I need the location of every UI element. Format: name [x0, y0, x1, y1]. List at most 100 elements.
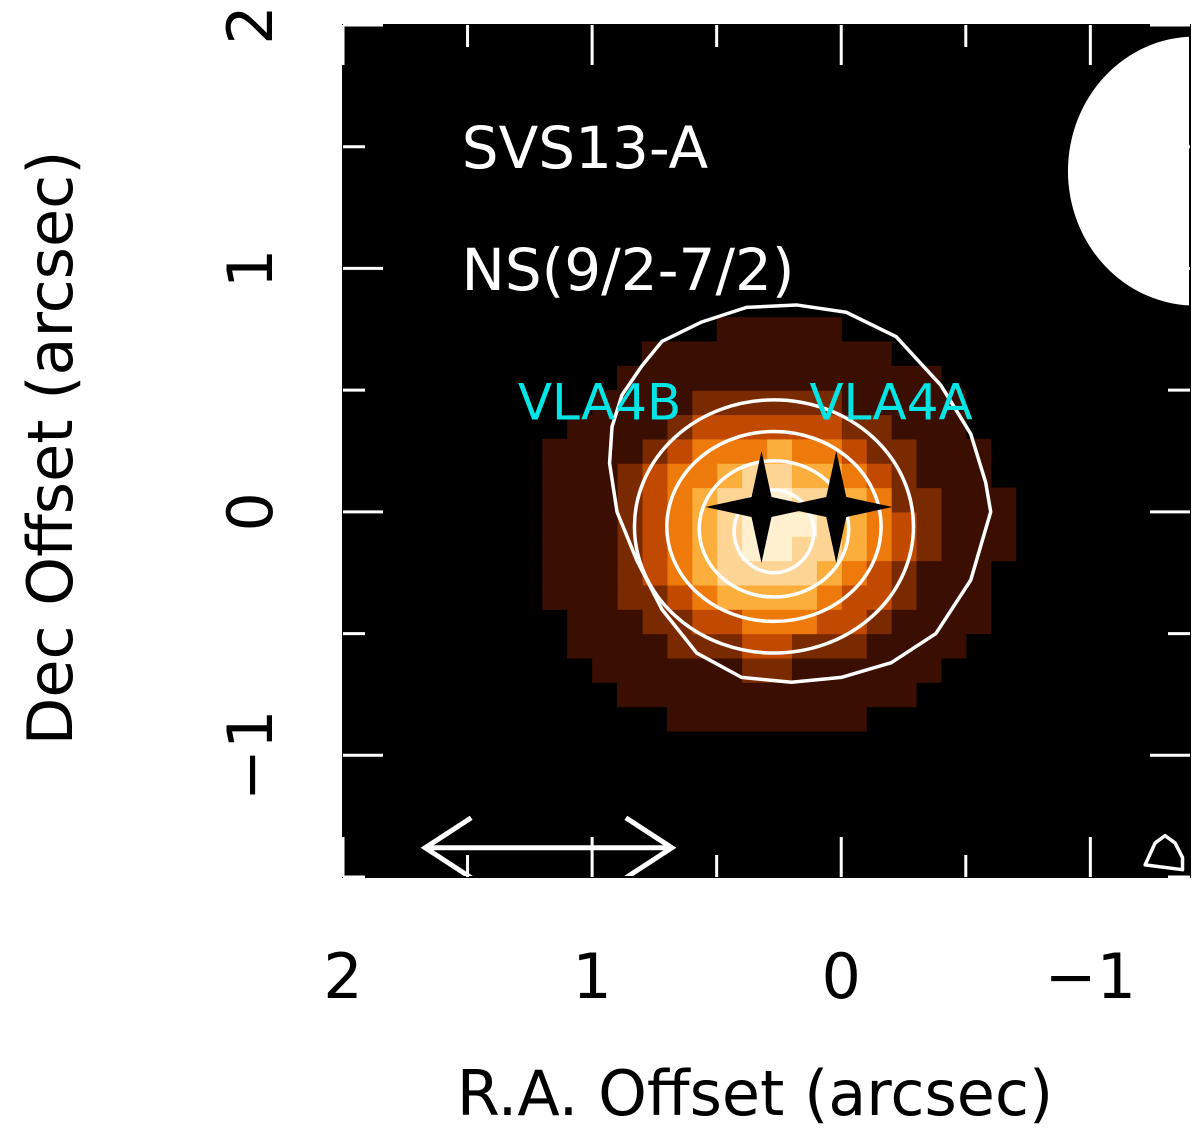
map-pixel — [866, 390, 892, 416]
map-pixel — [766, 317, 793, 343]
map-pixel — [617, 438, 643, 464]
line-transition-label: NS(9/2-7/2) — [461, 236, 794, 304]
map-pixel — [990, 511, 1017, 537]
source-star-marker — [780, 450, 893, 563]
map-pixel — [891, 390, 917, 416]
source-label: VLA4B — [518, 373, 682, 431]
map-pixel — [741, 682, 768, 708]
map-pixel — [915, 414, 942, 440]
map-pixel — [567, 463, 593, 489]
map-pixel — [791, 706, 817, 732]
map-pixel — [741, 341, 768, 367]
map-pixel — [592, 633, 618, 659]
map-pixel — [741, 706, 768, 732]
map-pixel — [816, 584, 842, 610]
map-pixel — [716, 365, 743, 391]
contour-line — [697, 458, 851, 599]
contour-lines — [607, 303, 1185, 872]
map-pixel — [542, 560, 568, 586]
y-tick-label: 0 — [214, 492, 287, 531]
contour-line — [732, 488, 816, 575]
map-pixel — [542, 511, 568, 537]
map-pixel — [891, 365, 917, 391]
map-pixel — [766, 341, 793, 367]
map-pixel — [617, 633, 643, 659]
map-pixel — [716, 706, 743, 732]
map-pixel — [592, 390, 618, 416]
map-pixel — [641, 487, 668, 513]
map-pixel — [666, 584, 693, 610]
map-pixel — [841, 633, 867, 659]
map-pixel — [691, 414, 718, 440]
map-pixel — [866, 609, 892, 635]
map-pixel — [592, 609, 618, 635]
map-pixel — [741, 560, 768, 586]
map-pixel — [915, 438, 942, 464]
map-pixel — [567, 536, 593, 562]
map-pixel — [915, 560, 942, 586]
map-pixel — [915, 536, 942, 562]
map-pixel — [641, 536, 668, 562]
map-pixel — [617, 682, 643, 708]
map-pixel — [666, 341, 693, 367]
map-pixel — [766, 414, 793, 440]
map-pixel — [641, 390, 668, 416]
map-pixel — [866, 682, 892, 708]
map-pixel — [741, 317, 768, 343]
map-pixel — [891, 682, 917, 708]
y-tick-label: 1 — [214, 249, 287, 288]
map-pixel — [791, 682, 817, 708]
map-pixel — [841, 438, 867, 464]
map-pixel — [691, 341, 718, 367]
map-pixel — [990, 536, 1017, 562]
map-pixel — [716, 317, 743, 343]
contour-line — [607, 303, 993, 685]
map-pixel — [791, 365, 817, 391]
map-pixel — [691, 463, 718, 489]
map-pixel — [766, 633, 793, 659]
map-pixel — [741, 365, 768, 391]
map-pixel — [990, 487, 1017, 513]
scale-bar-arrowhead — [624, 815, 677, 880]
x-tick-label: −1 — [1045, 940, 1136, 1013]
map-pixel — [841, 365, 867, 391]
map-pixel — [567, 511, 593, 537]
map-pixel — [716, 560, 743, 586]
beam-ellipse — [1067, 36, 1200, 306]
map-pixel — [766, 536, 793, 562]
map-pixel — [791, 560, 817, 586]
map-pixel — [891, 438, 917, 464]
map-pixel — [866, 560, 892, 586]
map-pixel — [965, 609, 992, 635]
map-pixel — [866, 365, 892, 391]
map-pixel — [866, 633, 892, 659]
x-axis-label: R.A. Offset (arcsec) — [457, 1057, 1053, 1130]
map-pixel — [841, 390, 867, 416]
map-pixel — [542, 463, 568, 489]
map-pixel — [567, 560, 593, 586]
annotations: 300 au — [420, 36, 1200, 985]
axis-ticks: 2 1 0 −1 −1 0 1 2 — [214, 5, 1190, 1013]
map-pixel — [965, 584, 992, 610]
map-pixel — [542, 438, 568, 464]
map-pixel — [915, 657, 942, 683]
map-pixel — [641, 633, 668, 659]
map-pixel — [940, 536, 967, 562]
map-pixel — [791, 609, 817, 635]
map-pixel — [891, 609, 917, 635]
map-pixel — [940, 463, 967, 489]
map-pixel — [940, 560, 967, 586]
scale-bar-arrowhead — [420, 815, 473, 880]
map-pixel — [791, 317, 817, 343]
map-pixel — [791, 633, 817, 659]
map-pixel — [592, 657, 618, 683]
map-pixel — [691, 682, 718, 708]
map-pixel — [567, 609, 593, 635]
map-pixel — [940, 487, 967, 513]
map-pixel — [542, 487, 568, 513]
map-pixel — [666, 365, 693, 391]
map-pixel — [791, 341, 817, 367]
map-pixel — [716, 682, 743, 708]
map-pixel — [915, 511, 942, 537]
y-tick-label: 2 — [214, 5, 287, 44]
